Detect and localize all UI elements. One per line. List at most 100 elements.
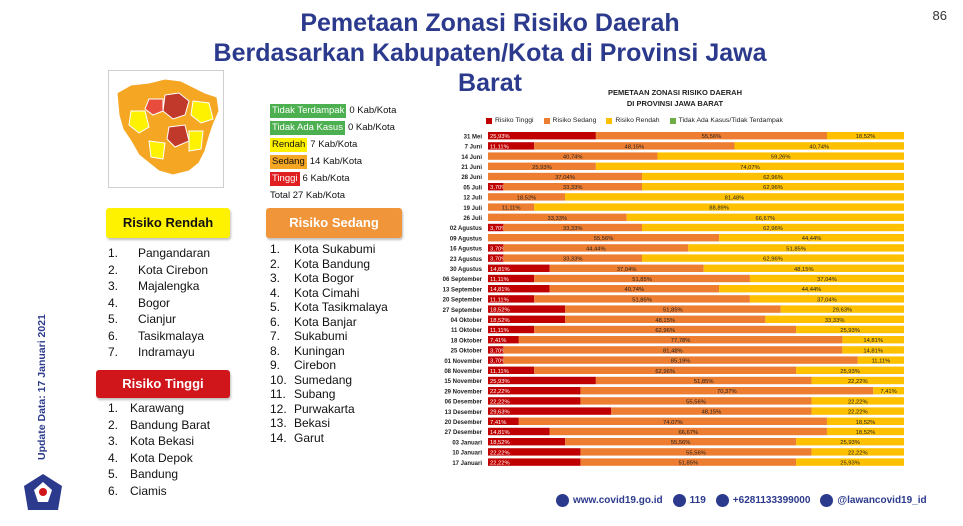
data-label: 7,41% bbox=[490, 338, 506, 344]
data-label: 62,96% bbox=[655, 369, 675, 375]
y-tick-label: 28 Juni bbox=[461, 175, 482, 181]
list-item: 10. Sumedang bbox=[270, 372, 353, 387]
bar-segment-rendah bbox=[595, 162, 904, 170]
bar-segment-rendah bbox=[826, 132, 905, 140]
y-tick-label: 01 November bbox=[444, 359, 482, 365]
legend-tidak-ada-kasus: Tidak Ada Kasus 0 Kab/Kota bbox=[270, 120, 395, 135]
data-label: 14,81% bbox=[490, 267, 510, 273]
data-label: 18,52% bbox=[856, 420, 876, 426]
data-label: 55,56% bbox=[594, 236, 614, 242]
bar-segment-rendah bbox=[642, 172, 904, 181]
bar-segment-sedang bbox=[503, 254, 643, 262]
bar-segment-tinggi bbox=[488, 366, 535, 374]
footer-website[interactable]: www.covid19.go.id bbox=[556, 494, 663, 507]
bar-segment-tinggi bbox=[488, 427, 550, 436]
risiko-sedang-list: 1. Kota Sukabumi 2. Kota Bandung 3. Kota Bogo… bbox=[270, 242, 388, 445]
data-label: 25,93% bbox=[840, 440, 860, 446]
y-tick-label: 29 November bbox=[444, 389, 482, 395]
bar-segment-rendah bbox=[811, 376, 904, 385]
chart-legend: Risiko Tinggi Risiko Sedang Risiko Renda… bbox=[486, 117, 793, 124]
page-title-line1: Pemetaan Zonasi Risiko Daerah bbox=[300, 9, 680, 37]
bar-segment-rendah bbox=[842, 336, 904, 344]
bar-segment-rendah bbox=[826, 417, 904, 425]
footer-hotline[interactable]: 119 bbox=[672, 494, 706, 507]
chart-title-line2: DI PROVINSI JAWA BARAT bbox=[626, 99, 724, 108]
data-label: 25,93% bbox=[840, 369, 860, 375]
data-label: 18,52% bbox=[490, 308, 510, 314]
data-label: 44,44% bbox=[802, 287, 822, 293]
footer-whatsapp[interactable]: +6281133399000 bbox=[715, 494, 810, 507]
risiko-rendah-list: 1. Pangandaran 2. Kota Cirebon 3. Majalengka 4… bbox=[108, 246, 210, 362]
list-item: 6. Kota Banjar bbox=[270, 314, 357, 329]
bar-segment-sedang bbox=[503, 223, 643, 232]
data-label: 44,44% bbox=[802, 236, 822, 242]
legend-item-tidak-ada: Tidak Ada Kasus/Tidak Terdampak bbox=[669, 117, 783, 124]
data-label: 22,22% bbox=[490, 461, 510, 467]
data-label: 22,22% bbox=[848, 379, 868, 385]
y-tick-label: 12 Juli bbox=[463, 196, 482, 202]
data-label: 7,41% bbox=[490, 420, 506, 426]
data-label: 51,85% bbox=[663, 308, 683, 314]
legend-list: Tidak Terdampak 0 Kab/Kota Tidak Ada Kas… bbox=[270, 102, 396, 204]
data-label: 22,22% bbox=[848, 450, 868, 456]
list-item: 6. Ciamis bbox=[108, 483, 167, 498]
update-date: Update Data: 17 Januari 2021 bbox=[36, 314, 48, 460]
risiko-sedang-header: Risiko Sedang bbox=[266, 208, 402, 238]
bar-segment-rendah bbox=[534, 203, 904, 211]
bar-segment-sedang bbox=[488, 172, 643, 181]
legend-tinggi: Tinggi 6 Kab/Kota bbox=[270, 171, 350, 186]
bar-segment-tinggi bbox=[488, 244, 504, 252]
data-label: 51,85% bbox=[678, 461, 698, 467]
bar-segment-rendah bbox=[734, 142, 904, 150]
y-tick-label: 06 September bbox=[443, 277, 483, 283]
stacked-bar-chart: 31 Mei 25,93% 55,56% 18,52% 7 Juni 11,11% 48,1… bbox=[443, 132, 905, 467]
y-tick-label: 17 Januari bbox=[452, 461, 482, 467]
data-label: 48,15% bbox=[655, 318, 675, 324]
data-label: 55,56% bbox=[686, 399, 706, 405]
data-label: 74,07% bbox=[740, 165, 760, 171]
bar-segment-rendah bbox=[703, 264, 904, 272]
list-item: 1. Kota Sukabumi bbox=[270, 242, 376, 256]
bar-segment-tinggi bbox=[488, 285, 550, 293]
headset-icon bbox=[672, 494, 686, 507]
data-label: 81,48% bbox=[663, 348, 683, 354]
bar-segment-sedang bbox=[565, 315, 766, 323]
data-label: 70,37% bbox=[717, 389, 737, 395]
list-item: 2. Kota Bandung bbox=[270, 256, 371, 271]
data-label: 11,11% bbox=[490, 277, 509, 283]
bar-segment-sedang bbox=[488, 162, 596, 170]
data-label: 11,11% bbox=[871, 359, 890, 365]
bar-segment-sedang bbox=[534, 295, 750, 303]
bar-segment-rendah bbox=[811, 407, 904, 415]
bar-segment-rendah bbox=[826, 427, 904, 436]
list-item: 12. Purwakarta bbox=[270, 401, 355, 416]
footer-social[interactable]: @lawancovid19_id bbox=[820, 494, 927, 507]
y-tick-label: 10 Januari bbox=[452, 451, 482, 457]
data-label: 22,22% bbox=[848, 399, 868, 405]
data-label: 62,96% bbox=[763, 185, 783, 191]
y-tick-label: 13 Desember bbox=[445, 410, 483, 416]
data-label: 33,33% bbox=[563, 257, 583, 263]
data-label: 3,70% bbox=[490, 185, 506, 191]
bar-segment-tinggi bbox=[488, 295, 535, 303]
list-item: 6. Tasikmalaya bbox=[108, 328, 205, 343]
data-label: 3,70% bbox=[490, 359, 506, 365]
legend-total: Total 27 Kab/Kota bbox=[270, 189, 345, 201]
data-label: 33,33% bbox=[825, 318, 845, 324]
bar-segment-rendah bbox=[842, 346, 904, 354]
bar-segment-rendah bbox=[642, 223, 904, 232]
data-label: 3,70% bbox=[490, 348, 506, 354]
list-item: 5. Cianjur bbox=[108, 312, 177, 326]
data-label: 33,33% bbox=[563, 185, 583, 191]
jawa-barat-map bbox=[108, 70, 224, 188]
bar-segment-tinggi bbox=[488, 315, 566, 323]
bar-segment-sedang bbox=[534, 366, 797, 374]
bar-segment-sedang bbox=[503, 244, 689, 252]
data-label: 22,22% bbox=[490, 389, 510, 395]
data-label: 77,78% bbox=[671, 338, 691, 344]
bar-segment-tinggi bbox=[488, 223, 504, 232]
bar-segment-sedang bbox=[534, 142, 735, 150]
legend-rendah: Rendah 7 Kab/Kota bbox=[270, 137, 358, 152]
data-label: 37,04% bbox=[817, 277, 837, 283]
bar-segment-rendah bbox=[796, 366, 904, 374]
